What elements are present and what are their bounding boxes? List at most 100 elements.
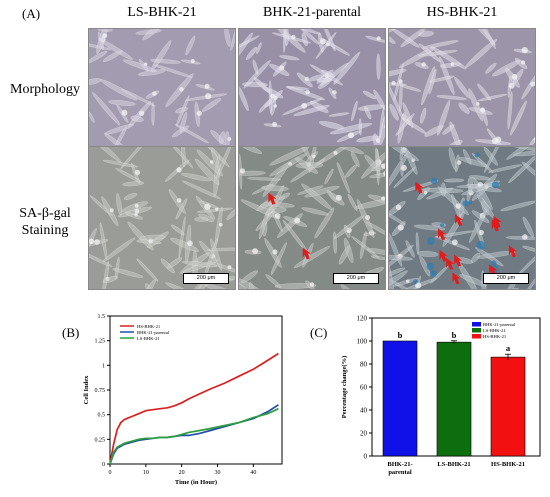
cell-shape: [181, 260, 218, 268]
stained-cell: [490, 260, 497, 267]
cell-shape: [178, 216, 186, 259]
cell-shape: [239, 86, 249, 112]
cell-shape: [391, 29, 420, 48]
legend-swatch: [472, 328, 481, 333]
bar: [436, 341, 472, 457]
x-tick-label: 20: [179, 470, 185, 476]
cell-shape: [389, 68, 407, 79]
x-category-label: BHK-21-: [387, 461, 412, 468]
cell-shape: [196, 207, 233, 213]
cell-nucleus: [134, 208, 140, 214]
bar: [382, 340, 418, 457]
cell-shape: [402, 102, 414, 129]
red-arrow-icon: [454, 254, 463, 267]
cell-shape: [389, 270, 408, 289]
x-tick-label: 30: [215, 470, 221, 476]
cell-nucleus: [301, 102, 308, 109]
stained-cell: [491, 181, 499, 189]
cell-nucleus: [176, 198, 182, 203]
cell-nucleus: [332, 90, 337, 95]
cell-shape: [171, 224, 185, 236]
cell-nucleus: [530, 81, 535, 87]
cell-shape: [269, 63, 290, 77]
cell-nucleus: [209, 160, 214, 164]
cell-shape: [454, 76, 471, 99]
cell-nucleus: [511, 73, 518, 80]
cell-shape: [216, 147, 233, 179]
cell-nucleus: [405, 279, 410, 283]
cell-shape: [122, 181, 145, 187]
cell-nucleus: [109, 208, 114, 213]
micrograph-staining-parental: 200 μm: [238, 146, 386, 290]
legend-label: BHK-21-parental: [137, 330, 170, 335]
y-tick-label: 80: [360, 361, 368, 369]
cell-shape: [376, 53, 381, 81]
cell-nucleus: [204, 203, 211, 210]
cell-nucleus: [381, 163, 385, 169]
cell-shape: [104, 123, 135, 135]
cell-shape: [350, 151, 360, 168]
cell-shape: [359, 231, 367, 260]
cell-nucleus: [450, 62, 455, 66]
x-category-label: HS-BHK-21: [491, 461, 525, 468]
cell-shape: [414, 62, 429, 69]
cell-shape: [174, 123, 209, 144]
cell-nucleus: [134, 169, 141, 176]
scale-bar: 200 μm: [483, 273, 529, 284]
micrograph-staining-hs: 200 μm: [388, 146, 536, 290]
cell-nucleus: [451, 239, 458, 246]
cell-nucleus: [134, 203, 139, 208]
cell-nucleus: [421, 62, 426, 67]
cell-nucleus: [196, 110, 202, 116]
cell-shape: [506, 236, 535, 240]
cell-shape: [265, 274, 282, 289]
cell-shape: [169, 237, 200, 252]
cell-nucleus: [521, 46, 528, 54]
cell-nucleus: [520, 60, 526, 65]
cell-nucleus: [134, 213, 138, 217]
cell-shape: [344, 164, 358, 178]
cell-shape: [89, 41, 112, 51]
cell-shape: [218, 131, 226, 145]
cell-nucleus: [152, 91, 157, 96]
cell-shape: [89, 50, 108, 64]
cell-shape: [481, 270, 488, 289]
y-tick-label: 1.5: [98, 314, 106, 320]
cell-shape: [295, 162, 324, 169]
cell-nucleus: [478, 229, 484, 236]
red-arrow-icon: [452, 272, 461, 285]
cell-shape: [150, 40, 172, 71]
cell-shape: [224, 29, 231, 47]
red-arrow-icon: [438, 228, 447, 241]
cell-shape: [89, 78, 102, 85]
cell-shape: [179, 111, 188, 133]
series-line: [109, 407, 279, 465]
cell-shape: [364, 106, 372, 120]
cell-nucleus: [395, 204, 402, 211]
cell-shape: [142, 29, 166, 41]
significance-letter: a: [506, 343, 511, 353]
cell-nucleus: [94, 239, 100, 245]
cell-shape: [413, 224, 446, 231]
cell-shape: [521, 264, 535, 289]
cell-shape: [509, 100, 527, 136]
cell-shape: [120, 147, 150, 170]
cell-nucleus: [121, 109, 128, 116]
cell-shape: [328, 112, 350, 117]
cell-shape: [301, 29, 320, 45]
legend-label: HS-BHK-21: [137, 324, 161, 329]
cell-shape: [181, 180, 222, 200]
cell-shape: [398, 47, 436, 68]
cell-nucleus: [456, 160, 462, 165]
y-tick-label: 0: [364, 453, 368, 461]
cell-shape: [389, 267, 406, 277]
series-line: [109, 404, 279, 465]
cell-shape: [153, 64, 192, 78]
x-category-label: LS-BHK-21: [437, 461, 470, 468]
red-arrow-icon: [508, 245, 517, 258]
cell-shape: [483, 147, 504, 174]
legend-label: HS-BHK-21: [483, 334, 507, 339]
cell-shape: [194, 158, 220, 185]
y-tick-label: 0.25: [95, 437, 106, 443]
cell-nucleus: [218, 222, 223, 227]
